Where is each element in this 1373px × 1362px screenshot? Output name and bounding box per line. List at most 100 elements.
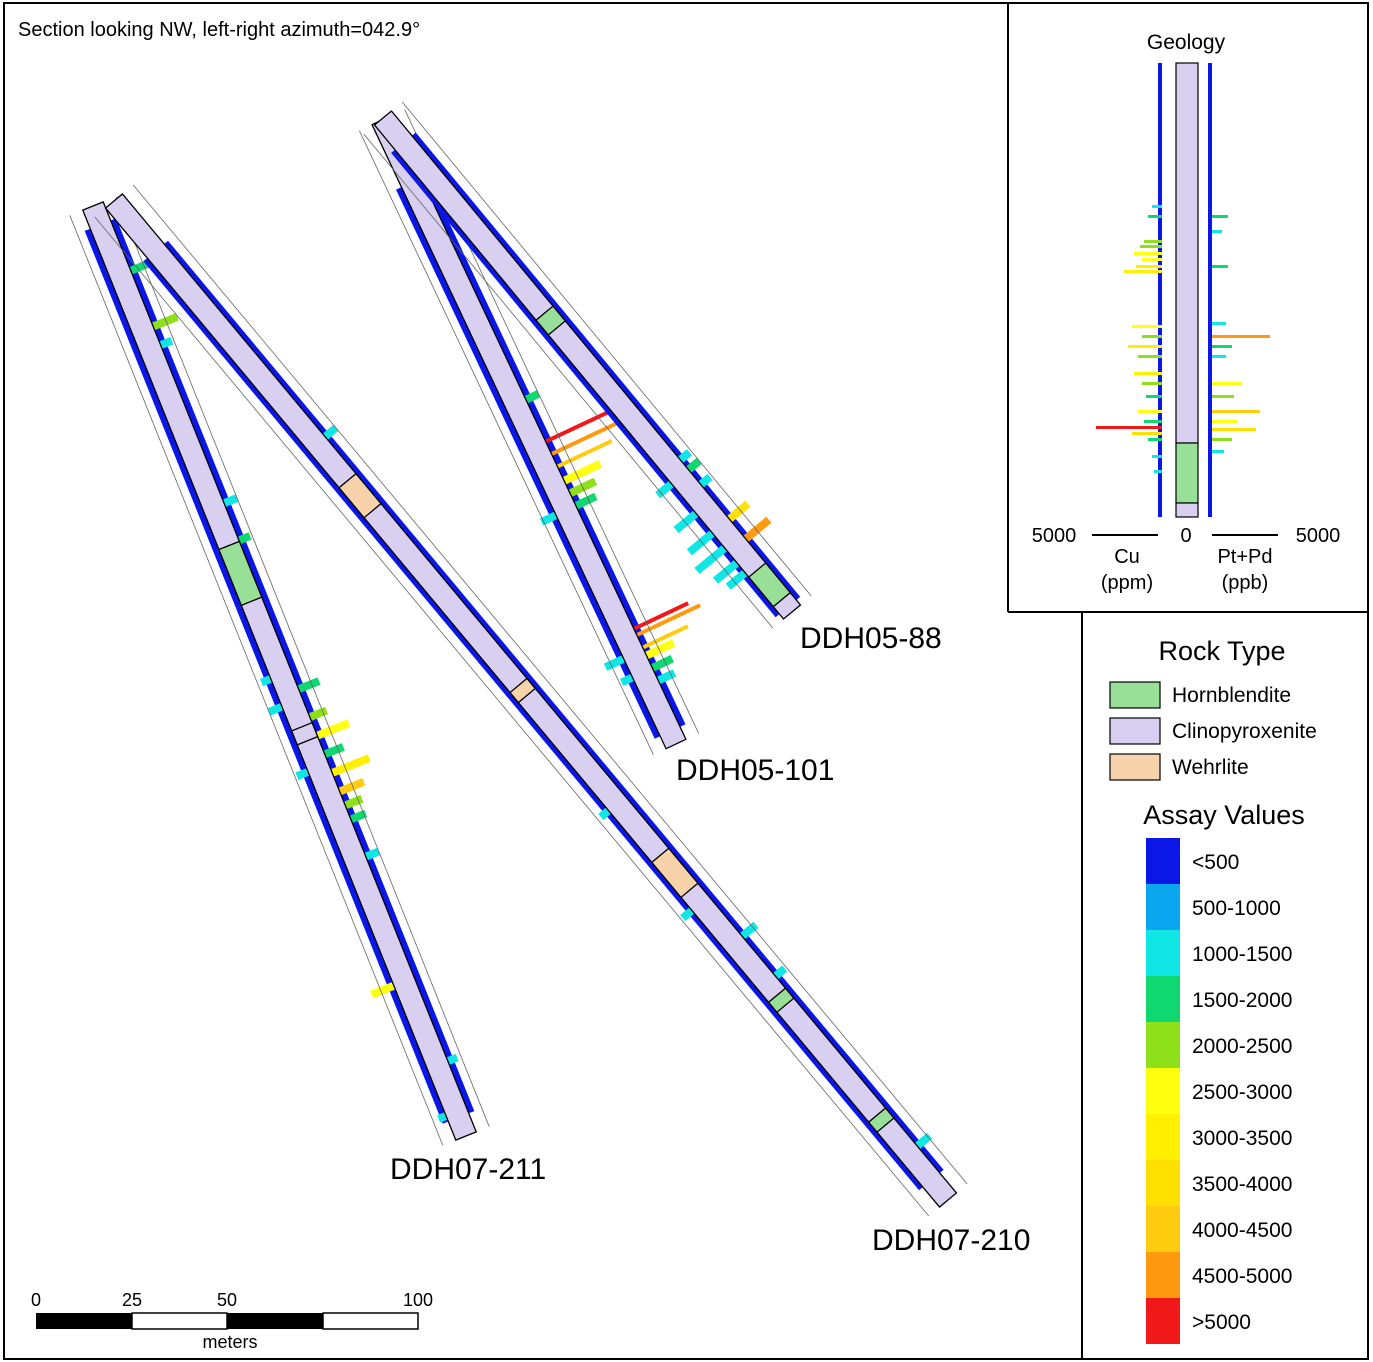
rock-interval [867,1107,895,1134]
hole-column [81,201,478,1141]
rock-interval [650,847,699,899]
inset-cu-bar [1144,240,1162,243]
assay-class-label: 1500-2000 [1192,989,1292,1012]
inset-cu-bar [1132,325,1162,328]
legend: Rock Type Hornblendite Clinopyroxenite W… [1109,636,1317,1344]
rock-type-title: Rock Type [1158,636,1285,666]
assay-bar [446,1053,459,1065]
inset-cu-bar [1138,355,1162,358]
assay-bar [370,981,396,999]
inset-cu-bar [1134,372,1162,375]
assay-bar [364,847,381,861]
hole-trace-line [69,215,444,1146]
inset-ptpd-bar [1212,420,1238,423]
hole-column [373,110,802,620]
assay-bar [237,532,252,545]
inset-cu-max: 5000 [1032,525,1077,547]
inset-cu-bar [1154,470,1162,473]
assay-bar [222,494,239,507]
inset-cu-bar [1148,215,1162,218]
assay-bar [562,460,603,485]
rock-interval [338,472,382,519]
assay-bar [772,965,788,980]
hole-trace-line [115,196,490,1127]
scale-unit: meters [202,1332,257,1352]
rock-swatch-clinopyroxenite [1109,717,1161,745]
assay-swatch [1146,1022,1180,1068]
scale-segment-2 [131,1312,228,1330]
assay-values-title: Assay Values [1143,800,1305,830]
rock-interval [535,305,567,336]
inset-cu-bar [1134,252,1162,255]
section-label: Section looking NW, left-right azimuth=0… [18,19,420,41]
assay-bar [698,473,713,488]
assay-class-label: 500-1000 [1192,897,1281,920]
inset-ptpd-unit: (ppb) [1222,572,1269,594]
rock-interval [509,677,537,704]
drillhole-label-ddh07-210: DDH07-210 [872,1224,1030,1257]
assay-swatch [1146,1206,1180,1252]
inset-zero: 0 [1180,525,1191,547]
inset-ptpd-bar [1212,410,1260,413]
rock-swatch-hornblendite [1109,681,1161,709]
assay-class-label: <500 [1192,851,1239,874]
hole-trace-line [94,216,930,1217]
inset-ptpd-label: Pt+Pd [1217,546,1272,568]
inset-cu-bar [1140,245,1162,248]
assay-bar-low [164,240,944,1173]
assay-bar [694,544,728,575]
assay-bar [159,336,174,349]
hole-trace-line [401,101,812,597]
scale-tick-100: 100 [403,1290,433,1310]
hole-trace-line [132,184,968,1185]
assay-bar [739,921,759,940]
assay-bar [343,795,364,810]
inset-ptpd-bar [1212,438,1232,441]
rock-interval [767,987,795,1014]
assay-bar [641,624,689,650]
inset-ptpd-bar [1212,428,1256,431]
scale-segment-4 [322,1312,419,1330]
assay-bar [260,675,273,687]
assay-swatch [1146,1160,1180,1206]
assay-bar [338,778,366,796]
scale-bar: 0 25 50 100 meters [31,1290,433,1352]
inset-cu-bar [1144,420,1162,423]
assay-class-label: >5000 [1192,1311,1251,1334]
assay-swatch [1146,1298,1180,1344]
assay-class-label: 3000-3500 [1192,1127,1292,1150]
inset-cu-bar [1096,426,1162,429]
inset-ptpd-bar [1212,322,1226,325]
assay-bar [644,639,676,660]
inset-ptpd-bar [1212,450,1224,453]
inset-ptpd-bar [1212,335,1270,338]
assay-bar [574,492,598,510]
assay-bar [295,768,310,780]
inset-title: Geology [1147,31,1226,54]
inset-cu-unit: (ppm) [1101,572,1153,594]
assay-bar-low [84,228,449,1124]
assay-bar [677,449,693,463]
rock-label-hornblendite: Hornblendite [1172,684,1291,707]
inset-cu-bar [1124,270,1162,273]
assay-bar [655,480,675,499]
assay-bar [673,510,699,534]
assay-bar [686,530,716,556]
rock-interval [747,562,792,608]
assay-class-label: 2500-3000 [1192,1081,1292,1104]
inset-column-base [1175,502,1199,518]
assay-bar-low [110,218,475,1114]
hole-trace-line [359,130,654,755]
main-frame [3,2,1369,1360]
inset-cu-bar [1152,205,1162,208]
inset-cu-bar [1142,382,1162,385]
inset-ptpd-bar [1212,230,1222,233]
assay-bar [151,313,179,331]
assay-swatch [1146,930,1180,976]
hole-trace-line [363,133,774,629]
rock-label-wehrlite: Wehrlite [1172,756,1249,779]
inset-cu-bar [1148,438,1162,441]
inset-cu-bar [1138,410,1162,413]
assay-bar [524,390,541,404]
assay-class-label: 4500-5000 [1192,1265,1292,1288]
